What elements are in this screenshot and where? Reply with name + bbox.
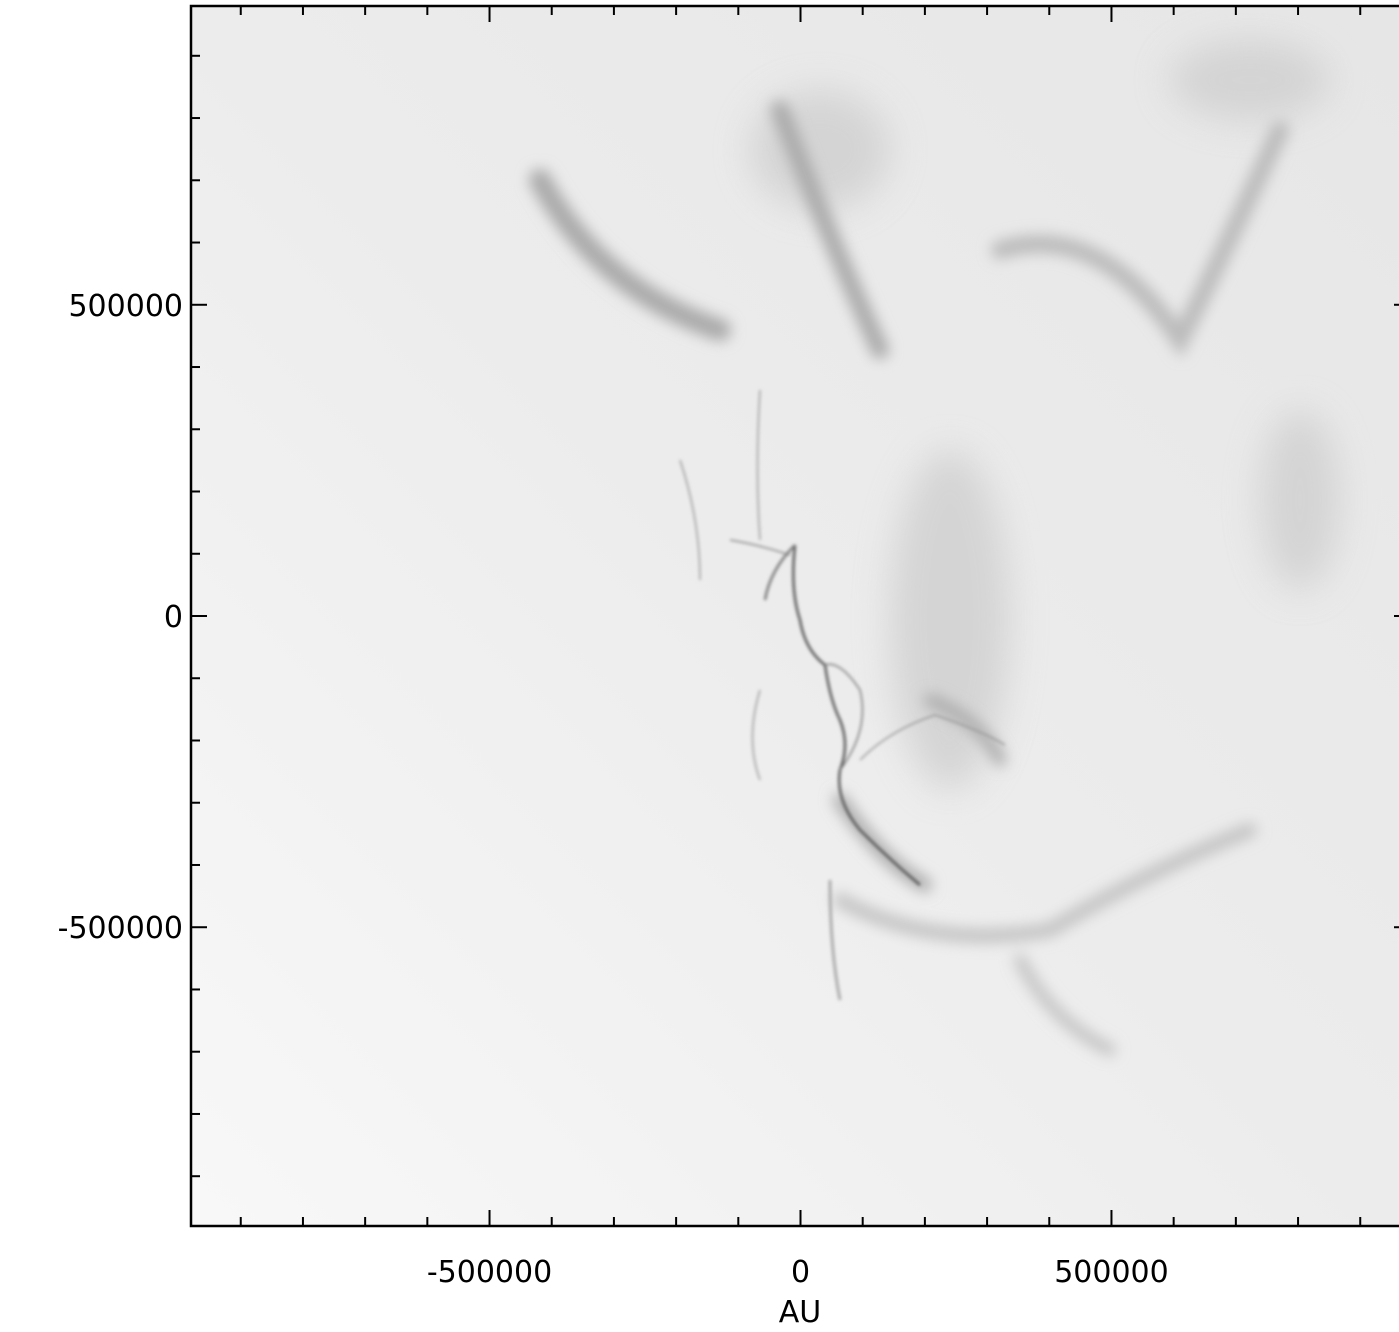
density-image xyxy=(191,6,1399,1226)
x-tick-label: 0 xyxy=(791,1255,810,1290)
chart: AU -500000 0 500000 -500000 0 500000 xyxy=(0,0,1399,1332)
x-axis-label: AU xyxy=(779,1295,821,1330)
x-tick-label: 500000 xyxy=(1054,1255,1169,1290)
y-tick-label: 0 xyxy=(164,600,183,635)
y-tick-label: -500000 xyxy=(58,911,183,946)
x-tick-label: -500000 xyxy=(427,1255,552,1290)
y-tick-label: 500000 xyxy=(68,289,183,324)
